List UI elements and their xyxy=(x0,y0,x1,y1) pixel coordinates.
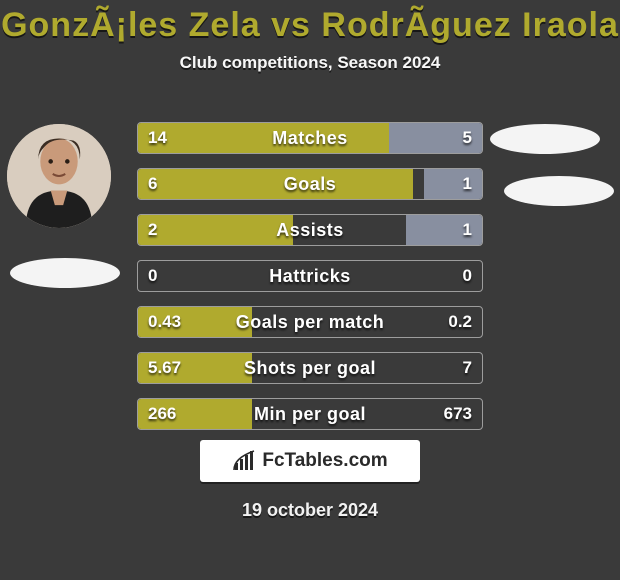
player-left-flag xyxy=(10,258,120,288)
page-title: GonzÃ¡les Zela vs RodrÃ­guez Iraola xyxy=(0,0,620,45)
stat-row: 00Hattricks xyxy=(137,260,483,292)
stat-row: 266673Min per goal xyxy=(137,398,483,430)
stat-row: 0.430.2Goals per match xyxy=(137,306,483,338)
bar-chart-icon xyxy=(232,449,256,473)
stat-row: 5.677Shots per goal xyxy=(137,352,483,384)
stat-label: Shots per goal xyxy=(138,353,482,384)
stat-label: Min per goal xyxy=(138,399,482,430)
player-right-flag-2 xyxy=(504,176,614,206)
stat-row: 145Matches xyxy=(137,122,483,154)
stat-label: Goals per match xyxy=(138,307,482,338)
person-icon xyxy=(7,124,111,228)
brand-badge[interactable]: FcTables.com xyxy=(200,440,420,482)
footer-date: 19 october 2024 xyxy=(0,500,620,521)
player-right-flag-1 xyxy=(490,124,600,154)
stat-label: Matches xyxy=(138,123,482,154)
stat-row: 61Goals xyxy=(137,168,483,200)
comparison-card: GonzÃ¡les Zela vs RodrÃ­guez Iraola Club… xyxy=(0,0,620,580)
stats-table: 145Matches 61Goals 21Assists 00Hattricks 0.4… xyxy=(137,122,483,444)
page-subtitle: Club competitions, Season 2024 xyxy=(0,53,620,73)
stat-label: Assists xyxy=(138,215,482,246)
stat-label: Hattricks xyxy=(138,261,482,292)
player-left-avatar xyxy=(7,124,111,228)
stat-label: Goals xyxy=(138,169,482,200)
brand-label: FcTables.com xyxy=(262,450,387,472)
stat-row: 21Assists xyxy=(137,214,483,246)
